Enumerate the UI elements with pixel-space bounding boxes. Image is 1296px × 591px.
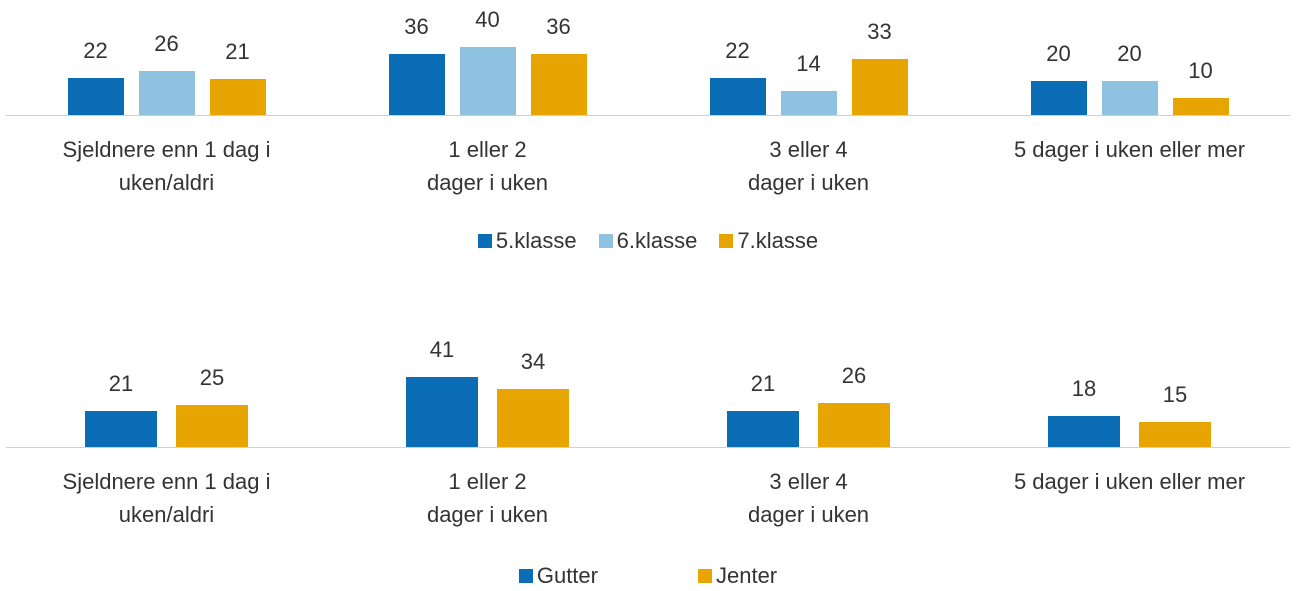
bar: [388, 53, 445, 115]
value-label: 40: [475, 7, 500, 32]
legend-label: 5.klasse: [495, 228, 577, 253]
legend-swatch: [719, 234, 734, 248]
bar: [1030, 81, 1087, 115]
value-label: 21: [225, 39, 250, 65]
bar: [851, 58, 908, 115]
legend-label: Jenter: [715, 563, 778, 588]
value-label: 21: [750, 371, 776, 397]
category-label: Sjeldnere enn 1 dag i uken/aldri: [62, 137, 271, 195]
bar: [780, 91, 837, 115]
legend-swatch: [477, 234, 492, 248]
value-label: 14: [796, 51, 821, 77]
bar: [85, 411, 157, 447]
value-label: 25: [199, 364, 225, 390]
bar: [1101, 81, 1158, 115]
value-label: 10: [1188, 58, 1213, 83]
legend-item: 5.klasse: [477, 228, 577, 254]
legend-item: Jenter: [697, 563, 778, 589]
bar: [1139, 421, 1211, 447]
value-label: 33: [867, 18, 892, 44]
value-label: 41: [429, 337, 455, 363]
category-label: 3 eller 4 dager i uken: [747, 137, 870, 195]
legend-label: 6.klasse: [616, 228, 698, 253]
legend-swatch: [697, 569, 712, 583]
bar: [406, 377, 478, 447]
value-label: 18: [1071, 376, 1097, 402]
bar: [209, 79, 266, 115]
value-label: 36: [546, 13, 571, 39]
category-label: Sjeldnere enn 1 dag i uken/aldri: [62, 469, 271, 527]
legend-item: 6.klasse: [598, 228, 698, 254]
bar: [818, 402, 890, 447]
category-label: 5 dager i uken eller mer: [1013, 137, 1246, 162]
category-label: 3 eller 4 dager i uken: [747, 469, 870, 527]
value-label: 15: [1162, 381, 1188, 407]
legend: Gutter Jenter: [0, 563, 1296, 589]
bar: [138, 70, 195, 115]
value-label: 22: [725, 37, 750, 63]
legend-swatch: [518, 569, 533, 583]
bar: [1172, 98, 1229, 115]
category-label: 5 dager i uken eller mer: [1013, 469, 1246, 494]
bar: [727, 411, 799, 447]
value-label: 21: [108, 371, 134, 397]
value-label: 26: [841, 362, 867, 388]
legend-label: 7.klasse: [737, 228, 819, 253]
bar: [176, 404, 248, 447]
legend-item: 7.klasse: [719, 228, 818, 254]
bar: [497, 389, 569, 447]
baseline: [6, 447, 1290, 448]
baseline: [6, 115, 1290, 116]
value-label: 26: [154, 30, 179, 56]
bar: [1048, 416, 1120, 447]
category-label: 1 eller 2 dager i uken: [426, 469, 549, 527]
legend-label: Gutter: [536, 563, 598, 588]
value-label: 34: [520, 349, 546, 375]
category-label: 1 eller 2 dager i uken: [426, 137, 549, 195]
value-label: 20: [1046, 41, 1071, 66]
value-label: 36: [404, 13, 429, 39]
bar: [459, 47, 516, 115]
bar: [709, 77, 766, 115]
legend: 5.klasse 6.klasse 7.klasse: [0, 228, 1296, 254]
legend-swatch: [598, 234, 613, 248]
value-label: 20: [1117, 41, 1142, 66]
legend-item: Gutter: [518, 563, 598, 589]
value-label: 22: [83, 37, 108, 63]
bar: [530, 53, 587, 115]
bar: [67, 77, 124, 115]
